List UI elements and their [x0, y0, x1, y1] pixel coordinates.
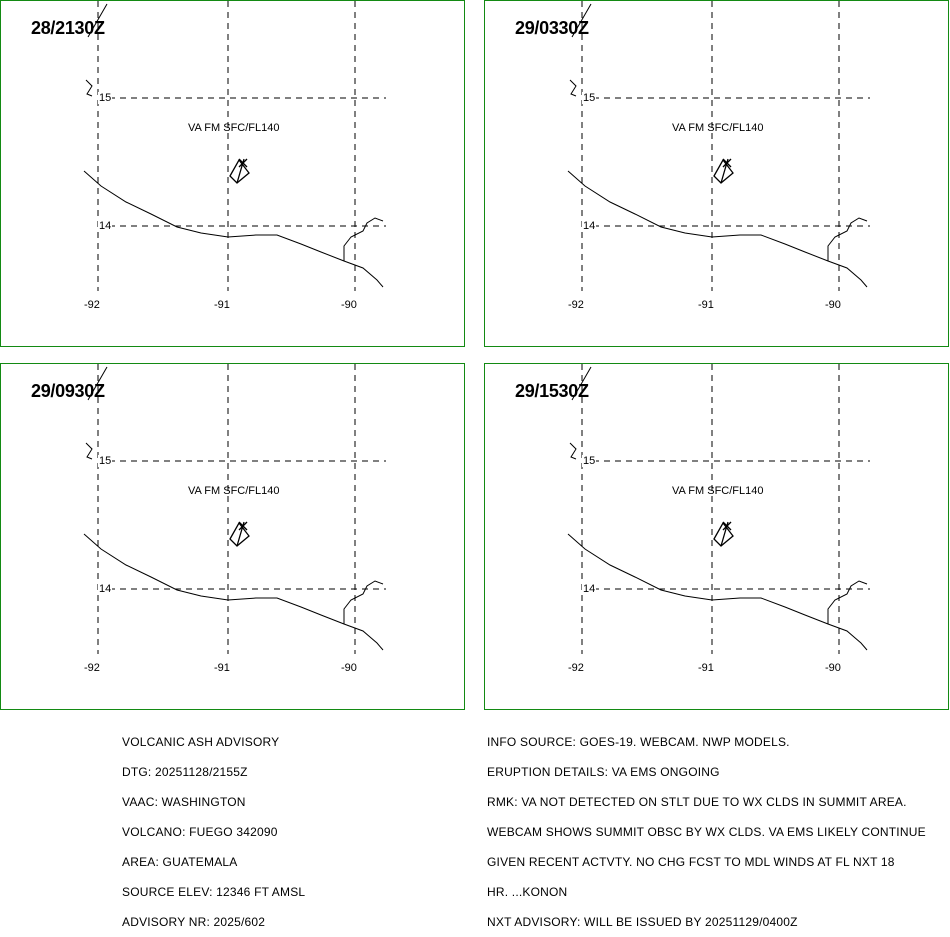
- country-border: [343, 217, 384, 261]
- panel-time-label: 29/1530Z: [515, 381, 589, 401]
- ash-cloud-label: VA FM SFC/FL140: [188, 485, 280, 497]
- island-outline: [85, 442, 93, 460]
- forecast-panel-3: 29/0930Z 15 14 -92 -91 -90 VA FM SFC/FL1…: [0, 363, 465, 710]
- lon-label-91: -91: [214, 662, 230, 674]
- map-graphic: [83, 1, 386, 291]
- lon-label-91: -91: [214, 299, 230, 311]
- lon-label-90: -90: [341, 299, 357, 311]
- panel-time-label: 28/2130Z: [31, 18, 105, 38]
- boundary-line: [571, 3, 592, 38]
- island-outline: [569, 79, 577, 97]
- lon-label-90: -90: [825, 299, 841, 311]
- advisory-line: RMK: VA NOT DETECTED ON STLT DUE TO WX C…: [487, 795, 907, 809]
- advisory-remarks-block: INFO SOURCE: GOES-19. WEBCAM. NWP MODELS…: [487, 717, 926, 937]
- advisory-line: SOURCE ELEV: 12346 FT AMSL: [122, 885, 306, 899]
- lat-label-15: 15: [582, 92, 597, 104]
- advisory-header-block: VOLCANIC ASH ADVISORY DTG: 20251128/2155…: [122, 717, 305, 937]
- ash-cloud-polygon: [229, 158, 250, 184]
- ash-cloud-label: VA FM SFC/FL140: [672, 485, 764, 497]
- ash-cloud-polygon: [713, 158, 734, 184]
- volcano-marker: [238, 521, 248, 531]
- lat-label-14: 14: [582, 220, 597, 232]
- lat-label-15: 15: [98, 92, 113, 104]
- lat-label-14: 14: [98, 220, 113, 232]
- coastline: [83, 533, 384, 651]
- volcano-marker: [722, 521, 732, 531]
- boundary-line: [571, 366, 592, 401]
- map-graphic: [567, 364, 870, 654]
- advisory-line: AREA: GUATEMALA: [122, 855, 238, 869]
- country-border: [827, 217, 868, 261]
- advisory-line: VOLCANO: FUEGO 342090: [122, 825, 278, 839]
- panel-time-label: 29/0330Z: [515, 18, 589, 38]
- country-border: [827, 580, 868, 624]
- lat-label-15: 15: [582, 455, 597, 467]
- advisory-line: NXT ADVISORY: WILL BE ISSUED BY 20251129…: [487, 915, 798, 929]
- lon-label-90: -90: [341, 662, 357, 674]
- boundary-line: [87, 366, 108, 401]
- advisory-line: WEBCAM SHOWS SUMMIT OBSC BY WX CLDS. VA …: [487, 825, 926, 839]
- advisory-line: DTG: 20251128/2155Z: [122, 765, 248, 779]
- advisory-line: VOLCANIC ASH ADVISORY: [122, 735, 280, 749]
- panel-time-label: 29/0930Z: [31, 381, 105, 401]
- lon-label-92: -92: [84, 662, 100, 674]
- coastline: [83, 170, 384, 288]
- forecast-panel-1: 28/2130Z 15 14 -92 -91 -90 VA FM SFC/FL1…: [0, 0, 465, 347]
- ash-cloud-polygon: [713, 521, 734, 547]
- advisory-line: ERUPTION DETAILS: VA EMS ONGOING: [487, 765, 720, 779]
- advisory-line: ADVISORY NR: 2025/602: [122, 915, 266, 929]
- lat-label-14: 14: [582, 583, 597, 595]
- lon-label-91: -91: [698, 299, 714, 311]
- lat-label-14: 14: [98, 583, 113, 595]
- advisory-line: INFO SOURCE: GOES-19. WEBCAM. NWP MODELS…: [487, 735, 790, 749]
- advisory-line: VAAC: WASHINGTON: [122, 795, 246, 809]
- ash-cloud-polygon: [229, 521, 250, 547]
- forecast-panel-2: 29/0330Z 15 14 -92 -91 -90 VA FM SFC/FL1…: [484, 0, 949, 347]
- boundary-line: [87, 3, 108, 38]
- ash-cloud-label: VA FM SFC/FL140: [672, 122, 764, 134]
- advisory-line: GIVEN RECENT ACTVTY. NO CHG FCST TO MDL …: [487, 855, 895, 869]
- lon-label-92: -92: [568, 662, 584, 674]
- ash-cloud-label: VA FM SFC/FL140: [188, 122, 280, 134]
- volcano-marker: [238, 158, 248, 168]
- lat-label-15: 15: [98, 455, 113, 467]
- map-graphic: [567, 1, 870, 291]
- advisory-line: HR. ...KONON: [487, 885, 568, 899]
- lon-label-92: -92: [84, 299, 100, 311]
- lon-label-90: -90: [825, 662, 841, 674]
- island-outline: [85, 79, 93, 97]
- island-outline: [569, 442, 577, 460]
- lon-label-91: -91: [698, 662, 714, 674]
- map-graphic: [83, 364, 386, 654]
- volcano-marker: [722, 158, 732, 168]
- coastline: [567, 170, 868, 288]
- country-border: [343, 580, 384, 624]
- lon-label-92: -92: [568, 299, 584, 311]
- forecast-panel-4: 29/1530Z 15 14 -92 -91 -90 VA FM SFC/FL1…: [484, 363, 949, 710]
- coastline: [567, 533, 868, 651]
